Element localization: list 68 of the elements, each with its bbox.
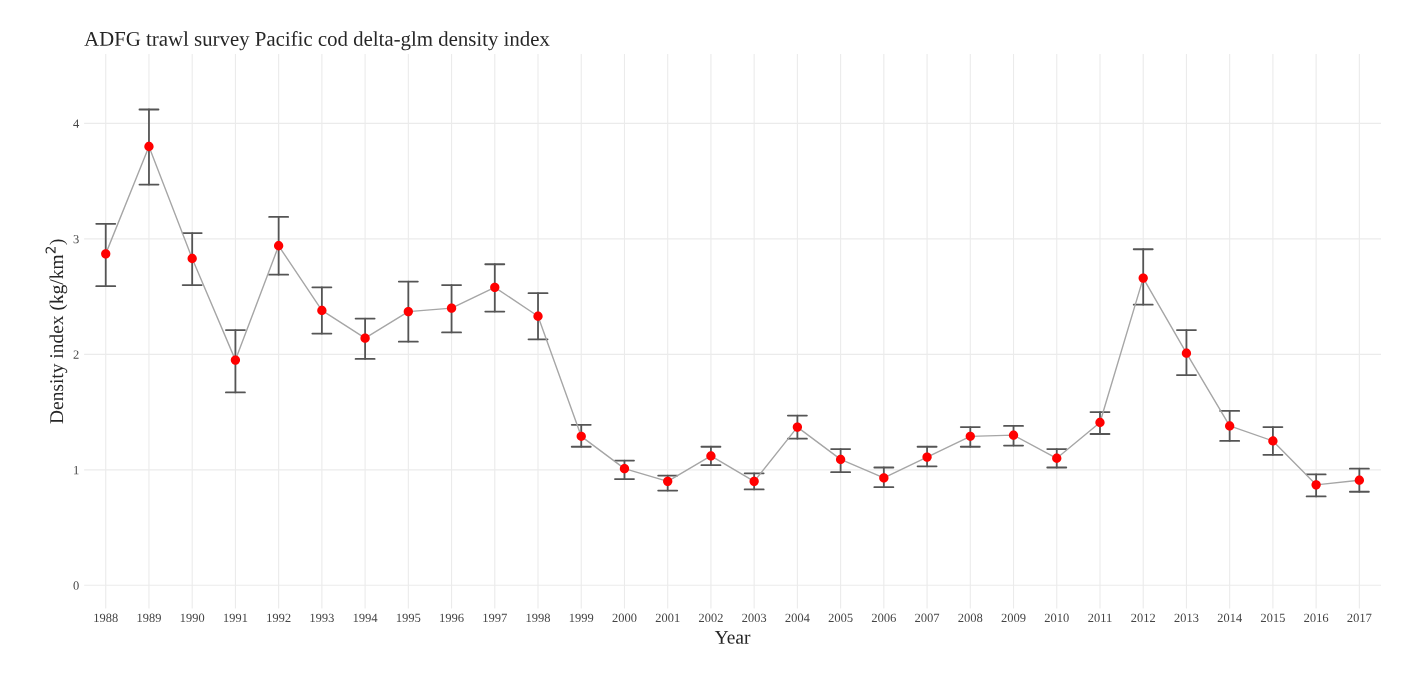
point <box>1095 417 1105 428</box>
x-tick-label: 2012 <box>1131 613 1156 623</box>
x-tick-label: 1992 <box>267 613 291 623</box>
point <box>1181 348 1192 358</box>
x-tick-label: 1993 <box>310 613 334 623</box>
x-tick-label: 1990 <box>180 613 205 623</box>
y-axis-title: Density index (kg/km$^{2}$) <box>45 239 68 424</box>
point <box>706 451 716 461</box>
point <box>446 303 457 313</box>
x-tick-label: 2008 <box>958 613 983 623</box>
x-tick-label: 1995 <box>396 613 421 623</box>
x-tick-label: 2017 <box>1347 613 1372 623</box>
point <box>230 355 241 365</box>
x-tick-label: 1999 <box>569 613 594 623</box>
x-tick-label: 2001 <box>655 613 680 623</box>
chart-title: ADFG trawl survey Pacific cod delta-glm density index <box>84 31 550 51</box>
x-tick-label: 2002 <box>698 613 723 623</box>
x-tick-label: 2009 <box>1001 613 1026 623</box>
point <box>879 473 889 483</box>
x-tick-label: 2013 <box>1174 613 1199 623</box>
point <box>792 422 803 432</box>
y-tick-label: 0 <box>73 581 79 590</box>
point <box>835 454 846 465</box>
x-tick-label: 2007 <box>915 613 940 623</box>
point <box>1225 421 1235 431</box>
x-tick-label: 2010 <box>1044 613 1069 623</box>
x-tick-label: 2006 <box>871 613 896 623</box>
point <box>619 464 630 474</box>
point <box>1052 453 1062 463</box>
x-tick-label: 1991 <box>224 613 248 623</box>
point <box>144 141 154 152</box>
point <box>403 306 413 317</box>
y-tick-label: 1 <box>74 465 79 475</box>
x-tick-label: 1989 <box>137 613 161 623</box>
x-tick-label: 1996 <box>440 613 464 623</box>
x-tick-label: 1994 <box>353 613 378 623</box>
x-tick-label: 2014 <box>1217 613 1242 623</box>
y-tick-label: 4 <box>73 119 80 128</box>
y-tick-label: 3 <box>73 234 79 244</box>
point <box>1268 436 1278 446</box>
point <box>317 305 327 316</box>
point <box>576 431 586 441</box>
y-tick-label: 2 <box>73 350 79 359</box>
point <box>1354 475 1365 485</box>
point <box>922 452 932 462</box>
point <box>273 241 284 251</box>
point <box>965 431 975 441</box>
x-tick-label: 2016 <box>1304 613 1329 623</box>
x-tick-label: 2003 <box>742 613 767 623</box>
x-tick-label: 2000 <box>612 613 637 623</box>
point <box>1008 430 1019 440</box>
x-axis-title: Year <box>714 630 751 644</box>
point <box>360 333 370 343</box>
x-tick-label: 2011 <box>1088 613 1112 623</box>
point <box>101 249 111 259</box>
point <box>663 476 673 487</box>
x-tick-label: 1988 <box>94 613 118 623</box>
point <box>187 253 197 264</box>
x-tick-label: 1997 <box>483 613 507 623</box>
point <box>1311 480 1321 490</box>
x-tick-label: 1998 <box>526 613 551 623</box>
x-tick-label: 2004 <box>785 613 810 623</box>
point <box>749 476 759 487</box>
point <box>1138 273 1148 283</box>
point <box>490 282 500 293</box>
x-tick-label: 2005 <box>828 613 853 623</box>
x-tick-label: 2015 <box>1260 613 1285 623</box>
point <box>533 311 543 321</box>
